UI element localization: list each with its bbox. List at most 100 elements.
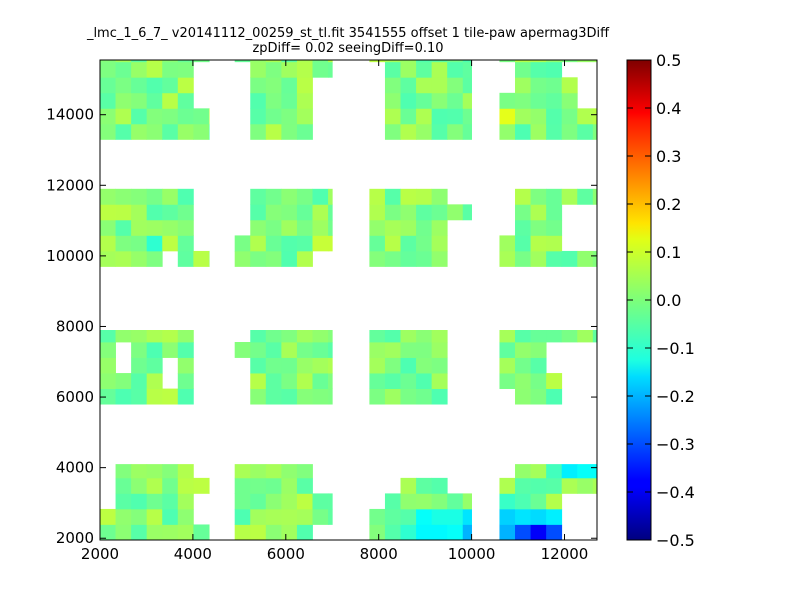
heatmap-cell [250,77,267,94]
heatmap-cell [131,524,148,540]
heatmap-cell [177,108,194,125]
heatmap-cell [447,508,464,525]
heatmap-cell [146,388,163,405]
heatmap-cell [530,219,547,236]
heatmap-cell [296,92,313,109]
heatmap-cell [146,219,163,236]
heatmap-cell [592,188,597,205]
heatmap-cell [146,235,163,252]
heatmap-cell [162,464,179,479]
heatmap-cell [250,61,267,78]
heatmap-cell [462,60,472,63]
heatmap-cell [100,204,116,221]
x-tick-label: 2000 [81,545,119,563]
heatmap-cell [400,330,417,343]
heatmap-cell [530,92,547,109]
heatmap-cell [296,388,313,405]
heatmap-cell [131,219,148,236]
heatmap-cell [162,204,179,221]
heatmap-cell [530,373,547,389]
heatmap-cell [328,388,333,405]
heatmap-cell [431,388,448,405]
x-axis: 2000 4000 6000 8000 10000 12000 [81,60,588,563]
heatmap-cell [384,92,401,109]
heatmap-cell [234,464,251,479]
heatmap-cell [462,92,472,109]
heatmap-cell [592,464,597,479]
heatmap-cell [234,60,251,63]
heatmap-cell [515,342,531,358]
heatmap-cell [234,250,251,267]
heatmap-cell [530,77,547,94]
heatmap-cell [146,508,163,525]
heatmap-cell [400,60,417,63]
heatmap-cell [281,204,298,221]
heatmap-cell [384,524,401,540]
heatmap-cell [146,464,163,479]
heatmap-cell [546,77,563,94]
heatmap-cell [265,108,282,125]
heatmap-cell [146,204,163,221]
heatmap-cell [115,108,132,125]
heatmap-cell [546,524,563,540]
heatmap-cell [162,342,179,358]
heatmap-cell [530,60,547,63]
heatmap-cell [177,61,194,78]
heatmap-cell [431,60,448,63]
colorbar-tick-label: −0.2 [656,387,695,406]
heatmap-cell [131,330,148,343]
heatmap-cell [515,477,531,494]
heatmap-cell [577,464,594,479]
heatmap-cell [499,123,516,140]
heatmap-cell [530,235,547,252]
colorbar-tick-label: 0.5 [656,51,681,70]
heatmap-cell [369,235,386,252]
heatmap-cell [530,508,547,525]
colorbar-ticks: 0.5 0.4 0.3 0.2 0.1 0.0 −0.1 −0.2 −0.3 −0.4 −0.5 [627,51,695,550]
heatmap-cell [546,92,563,109]
heatmap-cell [431,524,448,540]
heatmap-cell [400,250,417,267]
heatmap-cell [250,357,267,374]
heatmap-cell [296,493,313,510]
heatmap-cell [416,477,433,494]
heatmap-cell [462,508,472,525]
heatmap-cell [208,524,210,540]
heatmap-cell [208,250,210,267]
heatmap-cell [250,60,267,63]
heatmap-cell [577,60,594,63]
heatmap-cell [250,464,267,479]
heatmap-cell [162,123,179,140]
heatmap-cell [400,235,417,252]
heatmap-cell [265,92,282,109]
heatmap-cell [208,123,210,140]
heatmap-cell [146,60,163,63]
heatmap-cell [328,60,333,63]
heatmap-cell [177,92,194,109]
plot-frame [99,59,598,541]
heatmap-cell [265,188,282,205]
heatmap-cell [499,235,516,252]
heatmap-cell [177,493,194,510]
heatmap-cell [177,77,194,94]
heatmap-cell [447,123,464,140]
heatmap-cell [162,477,179,494]
heatmap-cell [592,330,597,343]
heatmap-cell [400,204,417,221]
heatmap-cell [177,357,194,374]
heatmap-cell [115,92,132,109]
heatmap-cell [265,123,282,140]
heatmap-cell [384,77,401,94]
heatmap-cell [328,330,333,343]
heatmap-cell [250,508,267,525]
heatmap-cell [431,204,448,221]
heatmap-cell [561,77,578,94]
heatmap-cell [296,219,313,236]
heatmap-cell [115,77,132,94]
colorbar-tick-label: −0.3 [656,435,695,454]
heatmap-cell [296,61,313,78]
heatmap-cell [193,123,210,140]
heatmap-cell [100,330,116,343]
heatmap-cell [546,123,563,140]
heatmap-cell [416,108,433,125]
